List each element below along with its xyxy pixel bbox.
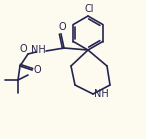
Text: NH: NH: [31, 45, 45, 55]
Text: O: O: [33, 65, 41, 75]
Text: Cl: Cl: [84, 4, 94, 14]
Text: NH: NH: [94, 89, 108, 99]
Text: O: O: [58, 22, 66, 32]
Text: O: O: [19, 44, 27, 54]
